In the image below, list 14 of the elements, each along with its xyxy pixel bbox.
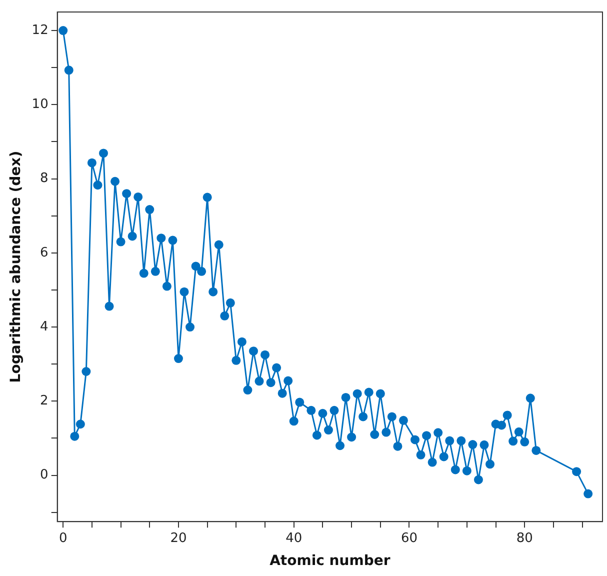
- x-tick-label: 60: [400, 530, 418, 546]
- x-axis-title: Atomic number: [270, 553, 390, 570]
- y-tick-label: 0: [40, 468, 48, 483]
- y-tick-label: 10: [32, 97, 48, 112]
- x-tick-label: 20: [170, 530, 187, 546]
- y-tick-label: 2: [40, 394, 48, 409]
- y-tick-label: 6: [40, 245, 48, 260]
- y-axis-title: Logarithmic abundance (dex): [8, 150, 24, 383]
- x-tick-label: 80: [516, 530, 533, 546]
- y-tick-label: 12: [32, 22, 48, 38]
- y-tick-label: 8: [40, 171, 48, 186]
- y-tick-label: 4: [40, 319, 48, 334]
- x-tick-label: 0: [58, 530, 68, 546]
- x-tick-label: 40: [286, 530, 302, 546]
